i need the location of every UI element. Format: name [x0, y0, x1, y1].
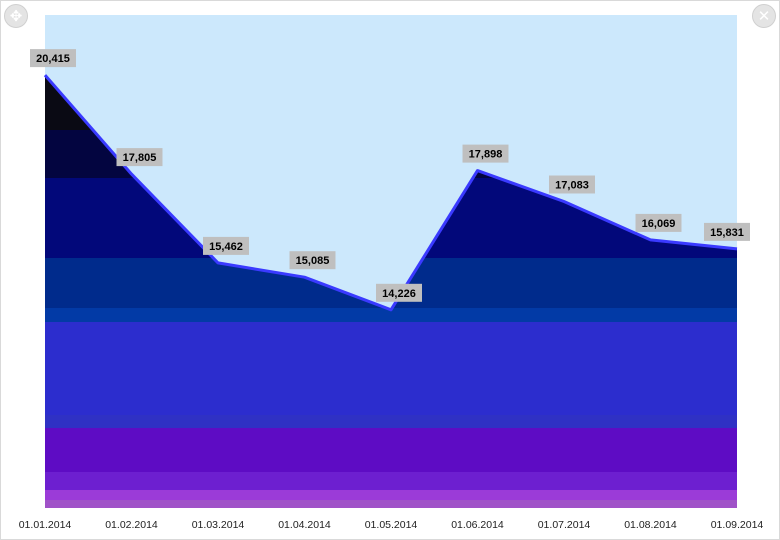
data-label-box: [376, 283, 422, 302]
x-axis-tick-labels: 01.01.2014 01.02.2014 01.03.2014 01.04.2014…: [19, 519, 764, 531]
data-label-box: [704, 222, 750, 241]
gradient-band: [45, 472, 737, 490]
x-tick-label: 01.05.2014: [365, 519, 418, 531]
data-label-box: [462, 144, 509, 163]
series-line: [43, 74, 738, 312]
data-label-box: [549, 175, 595, 194]
gradient-band: [45, 415, 737, 428]
x-tick-label: 01.02.2014: [105, 519, 158, 531]
gradient-band: [45, 490, 737, 500]
data-label-text: 14,226: [382, 288, 416, 300]
x-tick-label: 01.01.2014: [19, 519, 72, 531]
data-label: 20,415: [30, 49, 76, 68]
data-label-text: 15,462: [209, 241, 243, 253]
data-label-box: [30, 49, 76, 68]
x-tick-label: 01.03.2014: [192, 519, 245, 531]
data-label: 17,805: [116, 148, 163, 167]
data-label-text: 15,831: [710, 227, 744, 239]
data-label-text: 17,898: [469, 149, 503, 161]
data-label-box: [116, 148, 163, 167]
x-tick-label: 01.04.2014: [278, 519, 331, 531]
data-label: 15,831: [704, 222, 750, 241]
gradient-band: [45, 428, 737, 472]
data-label-text: 17,083: [555, 180, 589, 192]
x-tick-label: 01.06.2014: [451, 519, 504, 531]
x-tick-label: 01.07.2014: [538, 519, 591, 531]
data-label: 15,462: [203, 236, 249, 255]
data-label-box: [203, 236, 249, 255]
gradient-band: [45, 500, 737, 508]
move-arrows-icon[interactable]: ✥: [4, 4, 28, 28]
gradient-band: [45, 308, 737, 322]
data-label-text: 15,085: [296, 255, 330, 267]
close-x-icon[interactable]: ✕: [752, 4, 776, 28]
move-glyph: ✥: [9, 6, 23, 25]
data-label: 15,085: [289, 251, 336, 270]
data-label: 16,069: [635, 213, 682, 232]
data-labels: 20,415 17,805 15,462 15,085 14,226 17,898 17,0…: [30, 49, 750, 302]
data-label: 14,226: [376, 283, 422, 302]
data-label-text: 20,415: [36, 53, 70, 65]
gradient-band: [45, 322, 737, 415]
data-label-box: [289, 251, 336, 270]
data-label-text: 17,805: [123, 152, 157, 164]
data-label-text: 16,069: [642, 218, 676, 230]
close-glyph: ✕: [757, 6, 771, 25]
x-tick-label: 01.09.2014: [711, 519, 764, 531]
data-label: 17,083: [549, 175, 595, 194]
data-label: 17,898: [462, 144, 509, 163]
x-tick-label: 01.08.2014: [624, 519, 677, 531]
data-label-box: [635, 213, 682, 232]
